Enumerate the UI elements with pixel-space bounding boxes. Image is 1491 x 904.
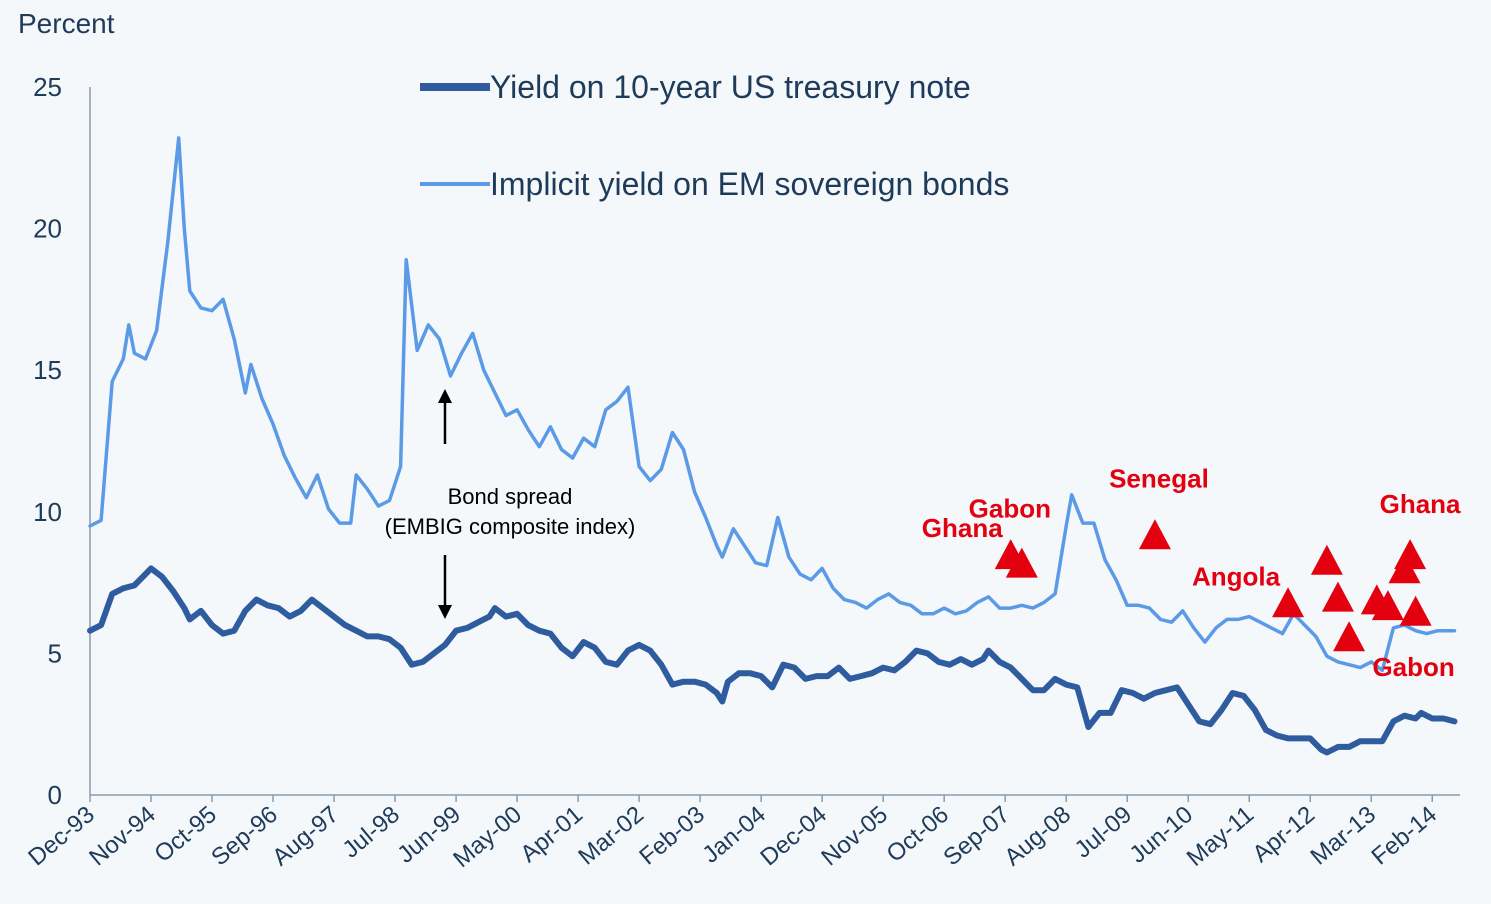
x-tick-label: Apr-12 xyxy=(1248,801,1321,868)
x-tick-label: Jul-09 xyxy=(1070,801,1137,864)
issuance-triangle-icon xyxy=(1371,590,1404,621)
y-tick-label: 20 xyxy=(33,214,62,244)
y-tick-label: 5 xyxy=(48,638,62,668)
series-line-em-sovereign xyxy=(88,136,1457,673)
issuance-triangle-icon xyxy=(1321,581,1354,612)
x-tick-label: Apr-01 xyxy=(515,801,588,868)
y-tick-label: 0 xyxy=(48,780,62,810)
series-line-us-treasury xyxy=(87,565,1458,756)
issuance-triangle-icon xyxy=(1310,544,1343,575)
issuance-triangle-icon xyxy=(1394,539,1427,570)
x-tick-label: May-11 xyxy=(1182,801,1259,872)
x-tick-label: Dec-93 xyxy=(23,801,100,871)
x-tick-label: Jan-04 xyxy=(697,801,771,869)
y-axis-title: Percent xyxy=(18,8,115,39)
annotation-line-2: (EMBIG composite index) xyxy=(385,514,636,539)
issuance-label: Ghana xyxy=(1380,489,1461,519)
arrow-up-icon xyxy=(437,389,452,403)
y-tick-label: 15 xyxy=(33,355,62,385)
y-tick-labels: 0 5 10 15 20 25 xyxy=(33,72,62,810)
x-tick-label: Nov-05 xyxy=(816,801,893,871)
legend-label: Yield on 10-year US treasury note xyxy=(490,69,971,105)
x-tick-label: Feb-14 xyxy=(1367,801,1443,871)
x-tick-label: Mar-02 xyxy=(573,801,649,871)
issuance-triangle-icon xyxy=(1138,519,1171,550)
issuance-label: Gabon xyxy=(1372,652,1454,682)
x-tick-label: Dec-04 xyxy=(755,801,832,871)
series-lines xyxy=(87,136,1458,756)
x-tick-label: Aug-97 xyxy=(267,801,344,871)
issuance-triangle-icon xyxy=(1005,547,1038,578)
axes xyxy=(89,87,1460,796)
x-tick-label: May-00 xyxy=(448,801,527,873)
y-tick-label: 25 xyxy=(33,72,62,102)
x-tick-label: Nov-94 xyxy=(84,801,161,871)
annotation-line-1: Bond spread xyxy=(448,484,573,509)
x-tick-labels: Dec-93Nov-94Oct-95Sep-96Aug-97Jul-98Jun-… xyxy=(23,795,1442,873)
issuance-label: Gabon xyxy=(969,494,1051,524)
y-tick-label: 10 xyxy=(33,497,62,527)
x-tick-label: Mar-13 xyxy=(1306,801,1382,871)
x-tick-label: Aug-08 xyxy=(999,801,1076,871)
x-tick-label: Jul-98 xyxy=(337,801,404,864)
issuance-triangle-icon xyxy=(1333,621,1366,652)
x-tick-label: Sep-07 xyxy=(938,801,1015,871)
issuance-label: Ghana xyxy=(922,513,1003,543)
x-tick-label: Feb-03 xyxy=(634,801,710,871)
legend: Yield on 10-year US treasury note Implici… xyxy=(420,69,1009,202)
issuance-triangle-icon xyxy=(1399,595,1432,626)
arrow-down-icon xyxy=(437,605,452,619)
legend-label: Implicit yield on EM sovereign bonds xyxy=(490,166,1009,202)
x-tick-label: Sep-96 xyxy=(206,801,283,871)
issuance-label: Senegal xyxy=(1109,463,1209,493)
issuance-triangle-icon xyxy=(1272,587,1305,618)
bond-spread-annotation: Bond spread (EMBIG composite index) xyxy=(385,389,636,619)
issuance-label: Angola xyxy=(1192,561,1281,591)
